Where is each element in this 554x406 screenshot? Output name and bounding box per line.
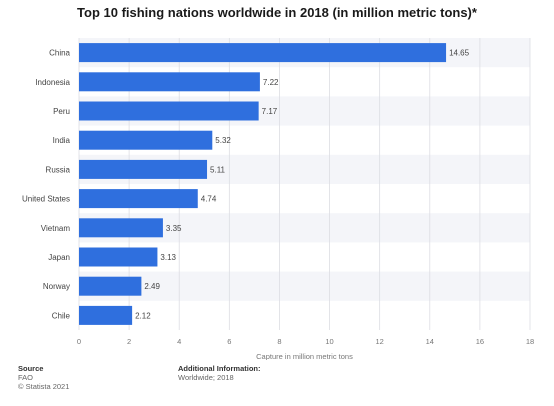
category-label: Japan [48,253,70,262]
bar [79,43,447,63]
value-label: 5.32 [215,136,231,145]
value-label: 7.22 [263,78,279,87]
bar [79,72,260,92]
x-tick-label: 14 [426,337,434,346]
category-label: Chile [52,311,71,320]
bar [79,276,142,296]
x-tick-label: 6 [227,337,231,346]
x-tick-label: 16 [476,337,484,346]
bar [79,159,208,179]
category-label: India [53,136,71,145]
category-label: United States [22,195,70,204]
bar [79,305,133,325]
x-tick-label: 18 [526,337,534,346]
bar [79,130,213,150]
x-axis-title: Capture in million metric tons [256,352,353,360]
x-tick-label: 12 [375,337,383,346]
value-label: 2.12 [135,311,151,320]
source-block: Source FAO © Statista 2021 [18,364,69,391]
x-tick-label: 4 [177,337,181,346]
copyright-line: © Statista 2021 [18,382,70,391]
x-tick-label: 2 [127,337,131,346]
category-label: Peru [53,107,70,116]
additional-info-line: Worldwide; 2018 [178,373,234,382]
category-label: Russia [46,165,71,174]
bar [79,218,163,238]
value-label: 5.11 [210,165,226,174]
x-tick-label: 0 [77,337,81,346]
category-label: Norway [43,282,70,291]
additional-info-heading: Additional Information: [178,364,261,373]
x-tick-label: 10 [325,337,333,346]
bar [79,101,259,121]
row-band [79,271,530,301]
value-label: 3.35 [166,224,182,233]
category-label: Indonesia [35,78,70,87]
category-label: China [49,49,70,58]
category-label: Vietnam [41,224,71,233]
source-heading: Source [18,364,44,373]
source-line: FAO [18,373,34,382]
value-label: 2.49 [144,282,160,291]
value-label: 4.74 [201,195,217,204]
chart-title: Top 10 fishing nations worldwide in 2018… [77,5,477,20]
value-label: 3.13 [160,253,176,262]
bar [79,247,158,267]
additional-info-block: Additional Information: Worldwide; 2018 [178,364,261,382]
bar [79,189,198,209]
value-label: 14.65 [449,49,470,58]
bar-chart: China 14.65 Indonesia 7.22 Peru 7.17 India 5.32… [22,38,534,360]
value-label: 7.17 [262,107,278,116]
x-tick-label: 8 [277,337,281,346]
